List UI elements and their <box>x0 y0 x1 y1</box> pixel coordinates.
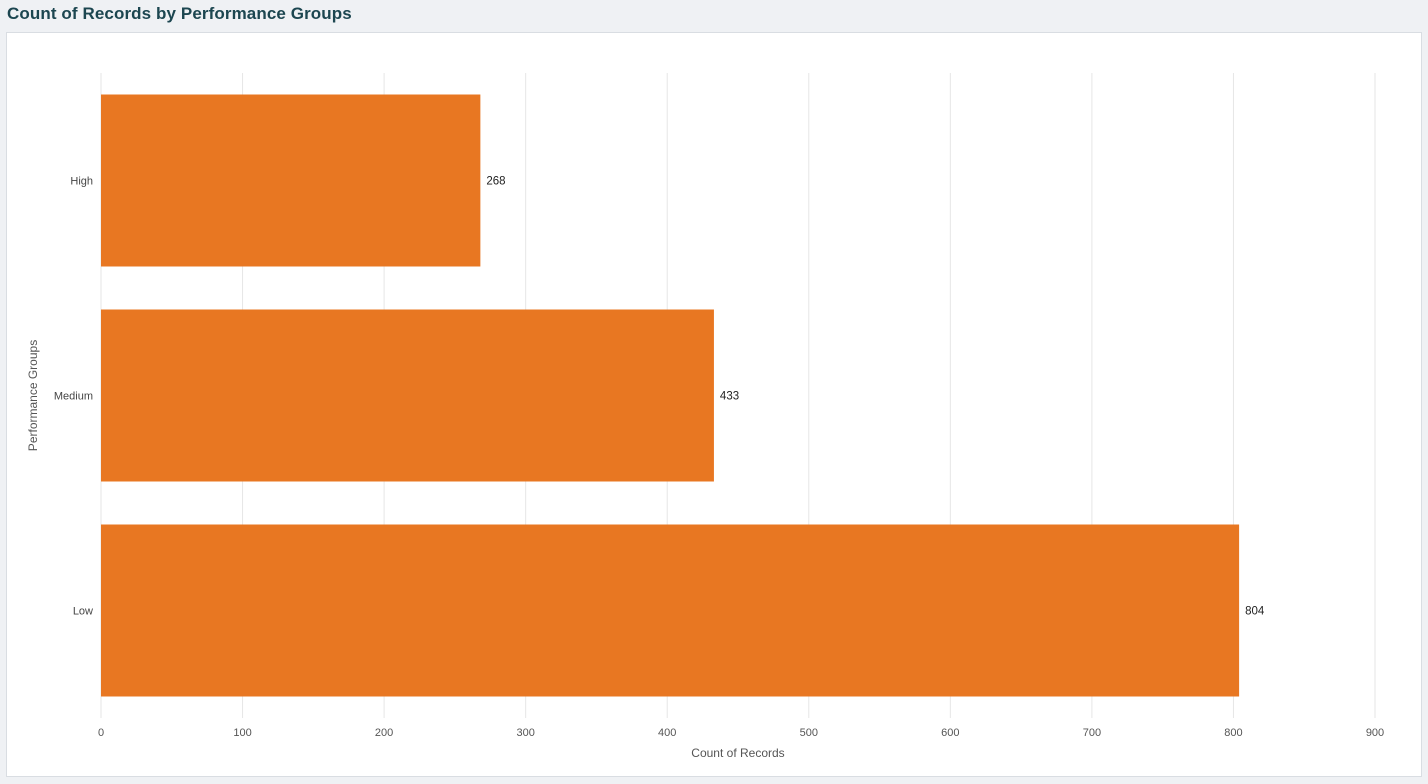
bar-chart: 268 433 804 High Medium Low 0 100 200 300 400 500… <box>26 73 1384 760</box>
y-axis-title: Performance Groups <box>26 340 40 451</box>
category-labels: High Medium Low <box>54 176 93 618</box>
x-tick-label: 0 <box>98 727 104 739</box>
x-tick-label: 100 <box>233 727 251 739</box>
data-label: 433 <box>720 391 739 403</box>
x-tick-label: 900 <box>1366 727 1384 739</box>
x-tick-label: 700 <box>1083 727 1101 739</box>
x-tick-labels: 0 100 200 300 400 500 600 700 800 900 <box>98 727 1384 739</box>
category-label: Medium <box>54 391 93 403</box>
bar-medium[interactable] <box>101 309 714 482</box>
x-tick-label: 200 <box>375 727 393 739</box>
page-title: Count of Records by Performance Groups <box>7 4 352 23</box>
x-tick-label: 600 <box>941 727 959 739</box>
bar-high[interactable] <box>101 94 481 267</box>
x-tick-label: 800 <box>1224 727 1242 739</box>
x-tick-label: 300 <box>516 727 534 739</box>
x-tick-label: 500 <box>800 727 818 739</box>
data-label: 268 <box>486 176 505 188</box>
data-label: 804 <box>1245 606 1265 618</box>
category-label: High <box>70 176 93 188</box>
x-tick-label: 400 <box>658 727 676 739</box>
bar-low[interactable] <box>101 524 1240 697</box>
data-labels: 268 433 804 <box>486 176 1265 618</box>
chart-panel: 268 433 804 High Medium Low 0 100 200 300 400 500… <box>6 32 1422 777</box>
x-axis-title: Count of Records <box>691 746 784 760</box>
bars <box>101 94 1240 697</box>
category-label: Low <box>73 606 93 618</box>
